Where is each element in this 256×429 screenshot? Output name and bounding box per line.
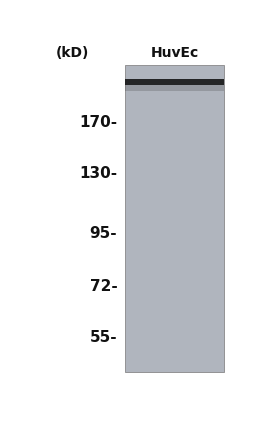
Text: (kD): (kD) [56, 46, 89, 60]
Bar [125, 85, 225, 91]
Text: 95-: 95- [90, 226, 117, 241]
Bar [125, 79, 225, 85]
Text: 55-: 55- [90, 330, 117, 345]
Bar [125, 65, 225, 372]
Text: 72-: 72- [90, 279, 117, 294]
Text: 130-: 130- [79, 166, 117, 181]
Text: 170-: 170- [79, 115, 117, 130]
Text: HuvEc: HuvEc [151, 46, 199, 60]
